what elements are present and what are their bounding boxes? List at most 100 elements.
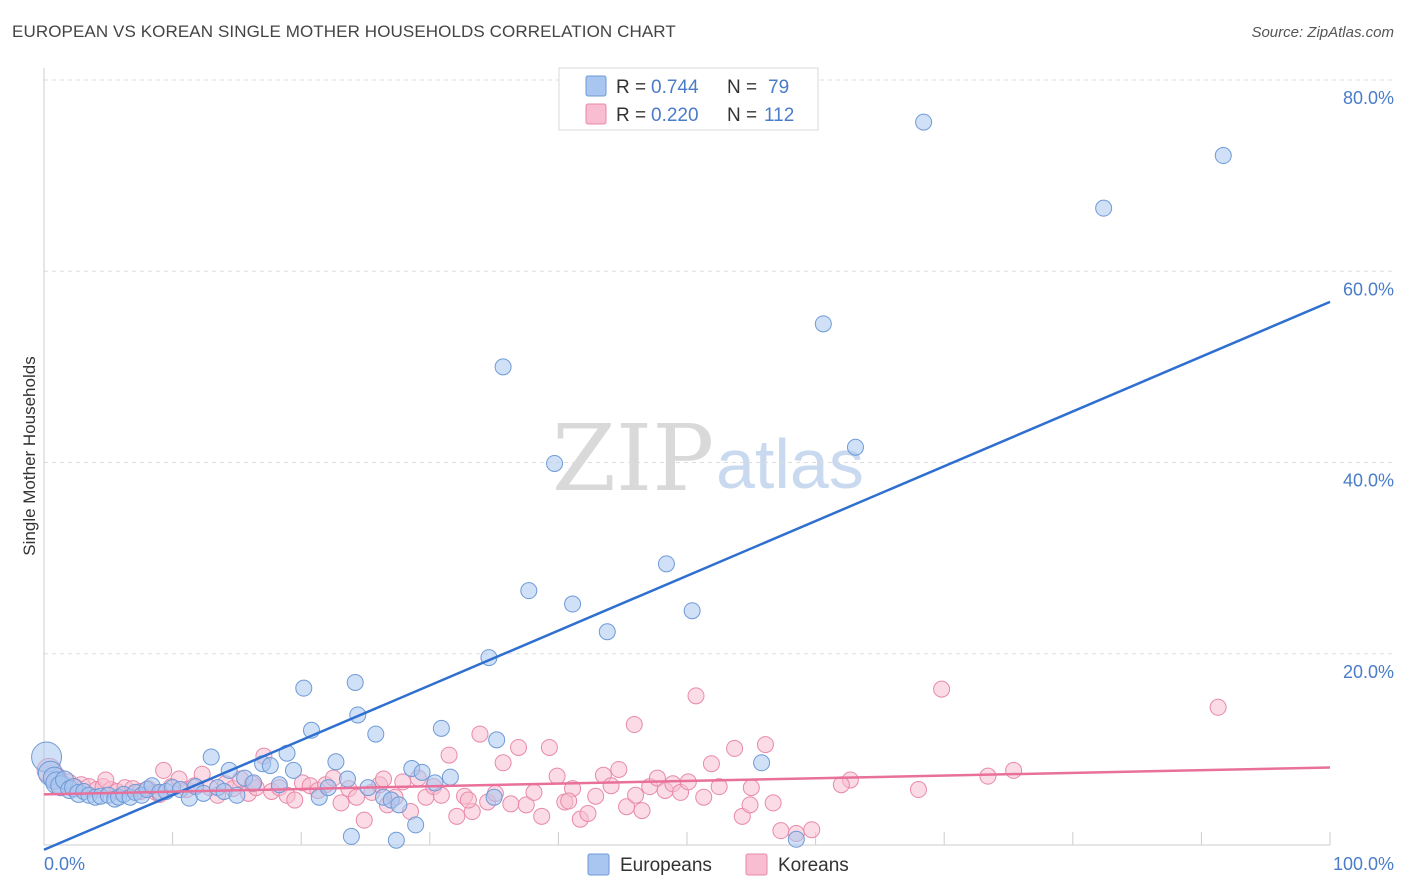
- grid-lines: [44, 79, 1394, 655]
- watermark-atlas: atlas: [716, 425, 864, 503]
- european-point: [846, 438, 864, 456]
- european-point: [598, 623, 616, 641]
- europeans-series: [31, 113, 1232, 849]
- korean-point: [286, 791, 304, 809]
- european-point: [367, 725, 385, 743]
- bottom-legend-europeans: Europeans: [620, 855, 712, 876]
- korean-point: [471, 725, 489, 743]
- source-credit: Source: ZipAtlas.com: [1251, 24, 1394, 41]
- y-tick-label-0: 20.0%: [1343, 662, 1394, 682]
- y-tick-labels: 20.0% 40.0% 60.0% 80.0%: [1343, 88, 1394, 682]
- european-trend-line: [43, 300, 1331, 851]
- y-tick-label-1: 40.0%: [1343, 471, 1394, 491]
- korean-point: [633, 802, 651, 820]
- korean-point: [560, 792, 578, 810]
- european-point: [787, 830, 805, 848]
- european-point: [327, 753, 345, 771]
- european-point: [753, 754, 771, 772]
- chart-title: EUROPEAN VS KOREAN SINGLE MOTHER HOUSEHO…: [12, 22, 676, 41]
- series-legend: Europeans Koreans: [587, 853, 849, 876]
- korean-point: [517, 796, 535, 814]
- korean-point: [772, 822, 790, 840]
- european-point: [426, 774, 444, 792]
- axes: [43, 68, 1331, 846]
- european-point: [488, 731, 506, 749]
- european-point: [564, 595, 582, 613]
- european-point: [485, 788, 503, 806]
- korean-point: [332, 794, 350, 812]
- korean-point: [702, 755, 720, 773]
- legend-n-value-koreans: 112: [764, 105, 794, 126]
- legend-r-label-europeans: R =: [616, 77, 646, 98]
- watermark: ZIP atlas: [552, 405, 864, 512]
- european-point: [494, 358, 512, 376]
- korean-point: [502, 795, 520, 813]
- european-point: [202, 748, 220, 766]
- european-point: [407, 816, 425, 834]
- european-point: [261, 757, 279, 775]
- korean-point: [355, 811, 373, 829]
- korean-point: [764, 794, 782, 812]
- legend-swatch-koreans: [585, 103, 607, 125]
- european-point: [194, 784, 212, 802]
- korean-point: [1005, 761, 1023, 779]
- european-point: [346, 673, 364, 691]
- y-axis-label: Single Mother Households: [20, 356, 39, 555]
- korean-point: [97, 771, 115, 789]
- korean-point: [1209, 698, 1227, 716]
- european-point: [657, 555, 675, 573]
- bottom-legend-swatch-koreans: [745, 853, 768, 876]
- european-point: [546, 454, 564, 472]
- korean-point: [909, 781, 927, 799]
- korean-point: [510, 738, 528, 756]
- european-point: [1095, 199, 1113, 217]
- korean-point: [803, 821, 821, 839]
- korean-point: [756, 736, 774, 754]
- korean-point: [459, 791, 477, 809]
- trend-lines: [43, 300, 1331, 851]
- korean-trend-line: [43, 766, 1331, 796]
- korean-point: [155, 761, 173, 779]
- korean-point: [832, 776, 850, 794]
- korean-point: [627, 786, 645, 804]
- legend-n-label-koreans: N =: [727, 105, 757, 126]
- x-tick-min: 0.0%: [44, 854, 85, 874]
- legend-n-value-europeans: 79: [768, 77, 789, 98]
- legend-r-value-europeans: 0.744: [651, 77, 699, 98]
- korean-point: [540, 738, 558, 756]
- korean-point: [440, 746, 458, 764]
- european-point: [295, 679, 313, 697]
- legend-n-label-europeans: N =: [727, 77, 757, 98]
- y-tick-label-3: 80.0%: [1343, 88, 1394, 108]
- european-point: [520, 582, 538, 600]
- y-tick-label-2: 60.0%: [1343, 279, 1394, 299]
- european-point: [1214, 147, 1232, 165]
- korean-point: [726, 739, 744, 757]
- bottom-legend-swatch-europeans: [587, 853, 610, 876]
- korean-point: [710, 778, 728, 796]
- x-tick-max: 100.0%: [1333, 854, 1394, 874]
- korean-point: [741, 796, 759, 814]
- korean-point: [933, 680, 951, 698]
- european-point: [814, 315, 832, 333]
- european-point: [915, 113, 933, 131]
- european-point: [390, 796, 408, 814]
- korean-point: [533, 807, 551, 825]
- european-point: [413, 763, 431, 781]
- korean-point: [695, 788, 713, 806]
- korean-point: [375, 770, 393, 788]
- korean-point: [448, 807, 466, 825]
- korean-point: [494, 754, 512, 772]
- european-point: [245, 774, 263, 792]
- european-point: [432, 719, 450, 737]
- european-point: [441, 768, 459, 786]
- korean-point: [610, 760, 628, 778]
- correlation-legend: R = 0.744 N = 79 R = 0.220 N = 112: [558, 67, 819, 131]
- european-point: [683, 602, 701, 620]
- korean-point: [579, 804, 597, 822]
- european-point: [284, 761, 302, 779]
- korean-point: [742, 779, 760, 797]
- european-point: [387, 831, 405, 849]
- legend-r-label-koreans: R =: [616, 105, 646, 126]
